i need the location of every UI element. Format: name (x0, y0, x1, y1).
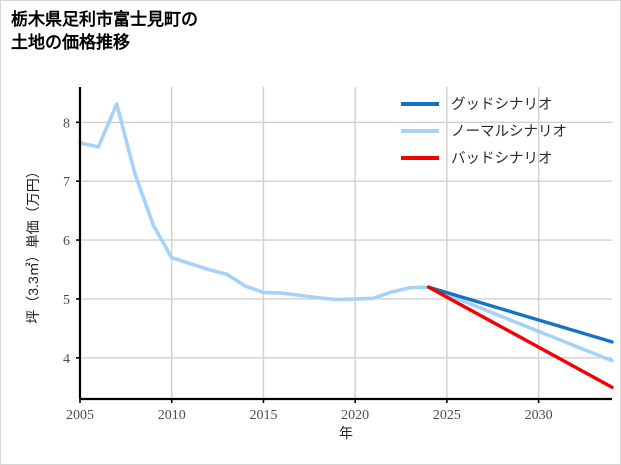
gridlines-group (79, 87, 612, 399)
legend-label: ノーマルシナリオ (451, 124, 567, 140)
x-axis-title: 年 (339, 425, 353, 441)
x-tick-label: 2010 (158, 408, 186, 423)
x-tick-label: 2020 (341, 408, 369, 423)
y-axis-title: 坪（3.3㎡）単価（万円） (25, 164, 41, 323)
x-tick-label: 2030 (525, 408, 553, 423)
y-tick-label: 6 (63, 234, 70, 249)
series-line-normal (78, 102, 614, 363)
data-series-group (78, 102, 614, 389)
x-tick-label: 2025 (433, 408, 461, 423)
series-line-bad (426, 285, 614, 389)
x-axis-tick-labels: 2005 2010 2015 2020 2025 2030 (66, 399, 553, 423)
x-tick-label: 2005 (66, 408, 94, 423)
y-axis-tick-labels: 4 5 6 7 8 (63, 116, 80, 367)
series-line-good (426, 285, 614, 344)
page-title: 栃木県足利市富士見町の 土地の価格推移 (11, 10, 198, 52)
legend-label: バッドシナリオ (451, 151, 553, 167)
legend-label: グッドシナリオ (451, 96, 553, 113)
y-tick-label: 4 (63, 352, 70, 367)
y-tick-label: 8 (63, 116, 70, 131)
x-tick-label: 2015 (249, 408, 277, 423)
y-tick-label: 7 (63, 175, 70, 190)
y-tick-label: 5 (63, 293, 70, 308)
